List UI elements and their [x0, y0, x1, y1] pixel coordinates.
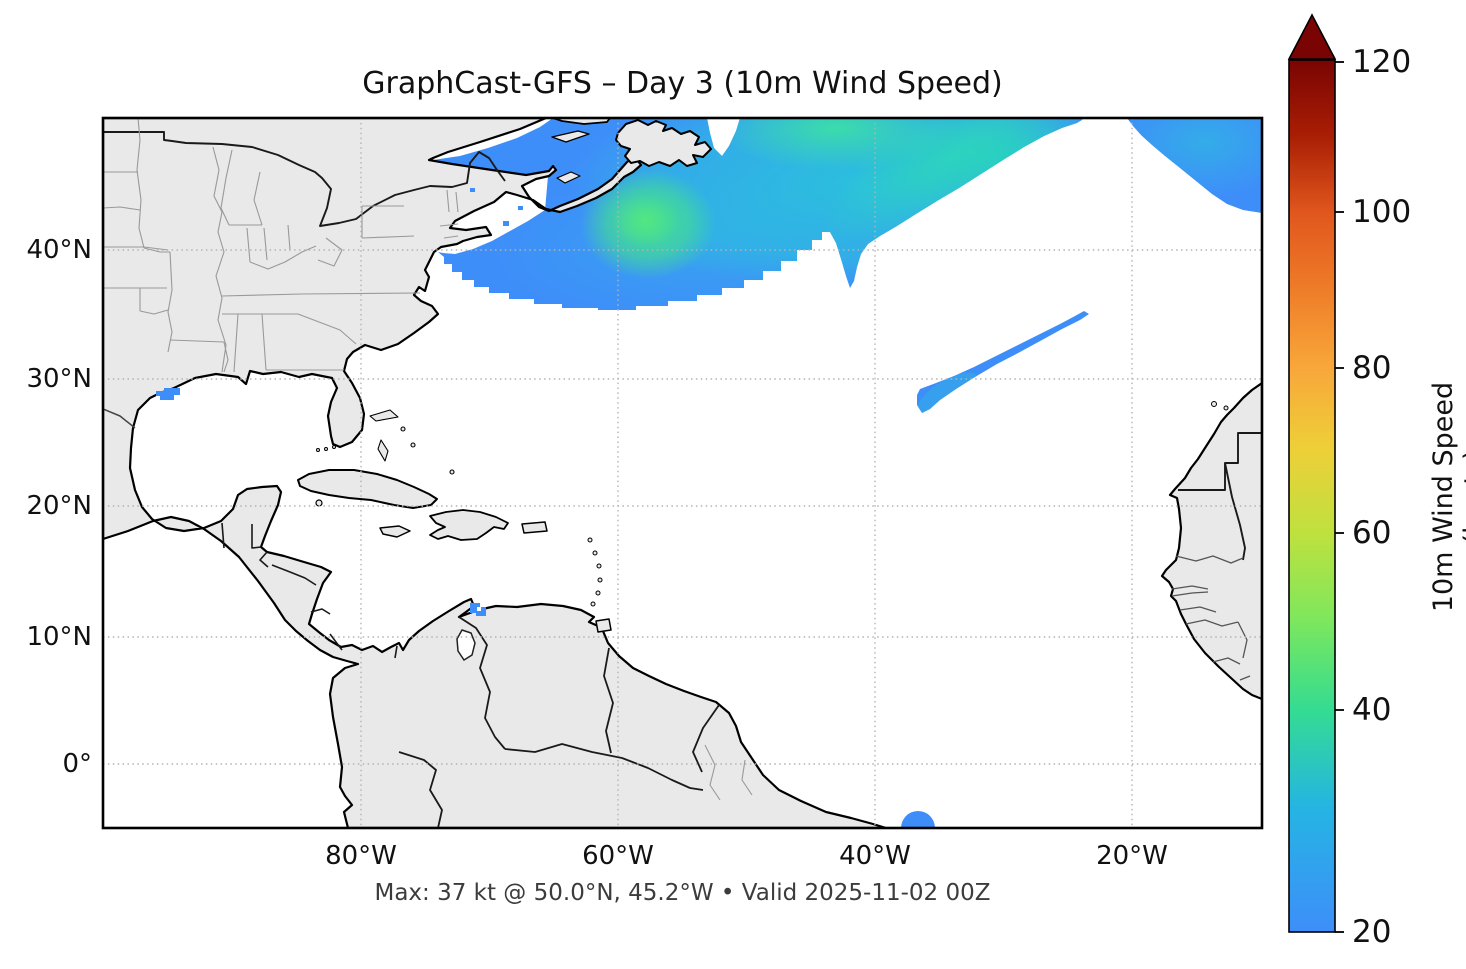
island-cuba: [297, 469, 438, 509]
colorbar: [1287, 13, 1344, 933]
x-tick-80w: 80°W: [325, 841, 397, 871]
border-us-mexico: [103, 408, 136, 429]
chart-title: GraphCast-GFS – Day 3 (10m Wind Speed): [362, 66, 1003, 101]
x-tick-40w: 40°W: [839, 841, 911, 871]
colorbar-tick-100: 100: [1352, 194, 1412, 230]
borders-central-america: [221, 522, 398, 659]
land-anticosti-island: [551, 130, 590, 143]
chart-subtitle: Max: 37 kt @ 50.0°N, 45.2°W • Valid 2025…: [374, 880, 991, 906]
gridlines: [103, 118, 1262, 828]
colorbar-tick-20: 20: [1352, 914, 1392, 950]
borders-west-africa-thin: [1171, 555, 1251, 681]
land-americas: [103, 118, 888, 828]
colorbar-tick-40: 40: [1352, 692, 1392, 728]
x-tick-20w: 20°W: [1096, 841, 1168, 871]
land-prince-edward-island: [556, 171, 581, 184]
island-trinidad: [595, 618, 612, 633]
y-tick-10n: 10°N: [26, 622, 92, 652]
y-tick-40n: 40°N: [26, 235, 92, 265]
colorbar-tick-60: 60: [1352, 515, 1392, 551]
land-newfoundland: [615, 119, 712, 167]
island-isle-of-youth: [315, 499, 323, 507]
landmasses: [103, 118, 1262, 828]
island-puerto-rico: [521, 521, 548, 534]
wind-specks: [150, 188, 935, 828]
wind-speck-brazil: [901, 811, 935, 828]
plot-frame: [101, 116, 1264, 830]
state-borders: [103, 118, 1251, 801]
island-jamaica: [379, 525, 411, 538]
wind-field-northeast-blob: [1127, 118, 1262, 213]
colorbar-tick-120: 120: [1352, 44, 1412, 80]
wind-speck-texas: [150, 388, 180, 400]
country-borders: [103, 131, 1262, 828]
islands-florida-keys: [316, 445, 336, 452]
colorbar-axis-label: 10m Wind Speed (knots): [1428, 381, 1466, 613]
islands-bahamas: [369, 409, 455, 475]
colorbar-extend-arrow: [1287, 13, 1337, 60]
y-tick-30n: 30°N: [26, 364, 92, 394]
wind-speck-gulf-of-maine-3: [470, 188, 475, 192]
wind-speck-gulf-of-maine-2: [518, 206, 523, 210]
colorbar-tick-80: 80: [1352, 350, 1392, 386]
y-tick-0: 0°: [62, 749, 92, 779]
wind-field-central-sliver: [917, 311, 1089, 413]
border-us-canada: [103, 131, 506, 227]
x-tick-60w: 60°W: [582, 841, 654, 871]
y-tick-20n: 20°N: [26, 491, 92, 521]
island-hispaniola: [429, 509, 509, 541]
land-africa: [1160, 381, 1262, 701]
borders-west-africa: [1178, 432, 1262, 561]
colorbar-gradient: [1288, 59, 1336, 933]
wind-speck-gulf-of-maine-1: [503, 221, 509, 226]
land-quebec-sliver: [552, 118, 611, 125]
borders-south-america: [398, 616, 720, 828]
islands-lesser-antilles: [587, 537, 603, 607]
colorbar-tickmarks: [1335, 61, 1344, 933]
islands-canary: [1211, 401, 1229, 411]
